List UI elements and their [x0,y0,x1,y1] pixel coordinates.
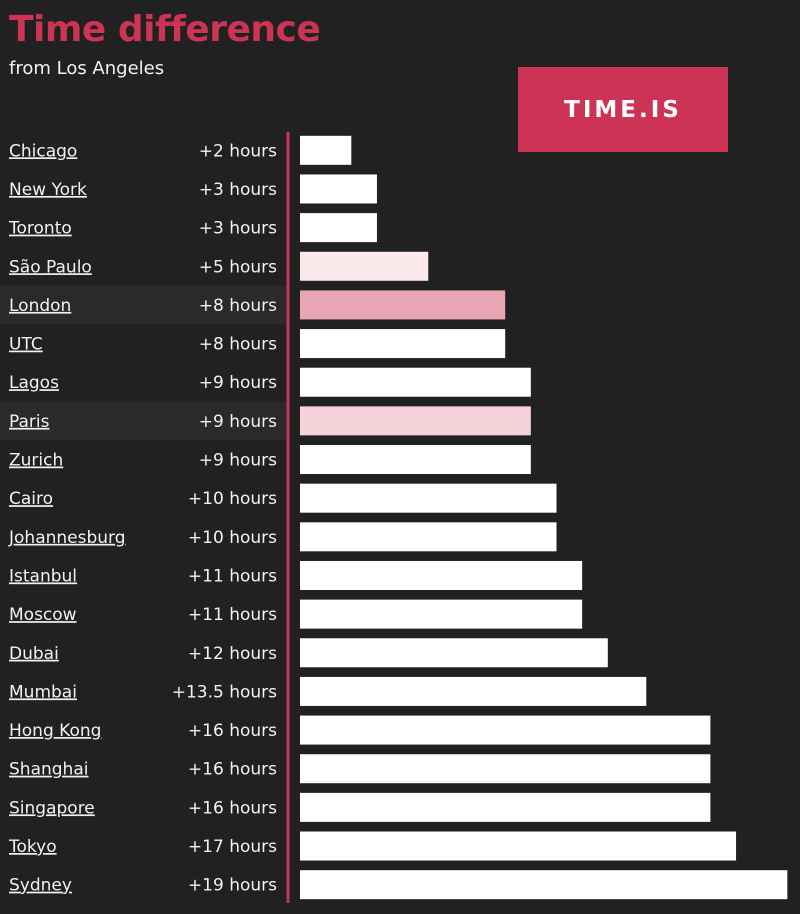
bar [300,715,711,745]
row-highlights [0,285,288,441]
row-highlight [0,285,288,325]
bar [300,676,647,706]
city-link[interactable]: UTC [9,335,43,355]
city-link[interactable]: Moscow [9,605,77,625]
city-link[interactable]: Dubai [9,644,59,664]
value-label: +10 hours [188,489,277,509]
value-label: +13.5 hours [172,682,277,702]
value-label: +8 hours [199,335,277,355]
bar [300,638,608,668]
city-link[interactable]: New York [9,180,87,200]
bar [300,754,711,784]
city-link[interactable]: São Paulo [9,257,92,277]
row-highlight [0,401,288,441]
bar [300,406,531,436]
value-label: +3 hours [199,219,277,239]
value-label: +11 hours [188,605,277,625]
bar [300,483,557,513]
bar [300,522,557,552]
bar [300,445,531,475]
city-link[interactable]: Sydney [9,876,72,896]
city-link[interactable]: Hong Kong [9,721,101,741]
bar [300,367,531,397]
city-link[interactable]: Istanbul [9,566,77,586]
bars [300,135,788,900]
value-label: +16 hours [188,798,277,818]
value-label: +8 hours [199,296,277,316]
city-link[interactable]: Toronto [8,219,72,239]
city-link[interactable]: London [9,296,71,316]
city-link[interactable]: Paris [9,412,50,432]
bar [300,831,737,861]
chart-title: Time difference [9,9,321,50]
bar [300,329,506,359]
bar [300,251,429,281]
bar [300,135,352,165]
bar [300,599,583,629]
city-link[interactable]: Mumbai [9,682,77,702]
bar [300,870,788,900]
chart-subtitle: from Los Angeles [9,58,165,79]
city-link[interactable]: Chicago [9,141,77,161]
bar [300,792,711,822]
city-link[interactable]: Lagos [9,373,59,393]
bar [300,560,583,590]
city-link[interactable]: Shanghai [9,760,88,780]
value-labels: +2 hours +3 hours +3 hours +5 hours +8 hours… [172,141,277,895]
value-label: +16 hours [188,721,277,741]
value-label: +2 hours [199,141,277,161]
city-link[interactable]: Cairo [9,489,53,509]
bar [300,213,377,243]
city-link[interactable]: Johannesburg [8,528,126,548]
value-label: +9 hours [199,373,277,393]
value-label: +17 hours [188,837,277,857]
value-label: +19 hours [188,876,277,896]
city-link[interactable]: Singapore [9,798,95,818]
city-link[interactable]: Tokyo [8,837,57,857]
value-label: +9 hours [199,451,277,471]
value-label: +9 hours [199,412,277,432]
value-label: +3 hours [199,180,277,200]
bar [300,290,506,320]
value-label: +11 hours [188,566,277,586]
bar [300,174,377,204]
value-label: +5 hours [199,257,277,277]
category-labels: Chicago New York Toronto São Paulo London UTC… [8,141,126,895]
city-link[interactable]: Zurich [9,451,63,471]
value-label: +10 hours [188,528,277,548]
brand-logo-button[interactable]: TIME.IS [518,67,728,152]
value-label: +12 hours [188,644,277,664]
value-label: +16 hours [188,760,277,780]
